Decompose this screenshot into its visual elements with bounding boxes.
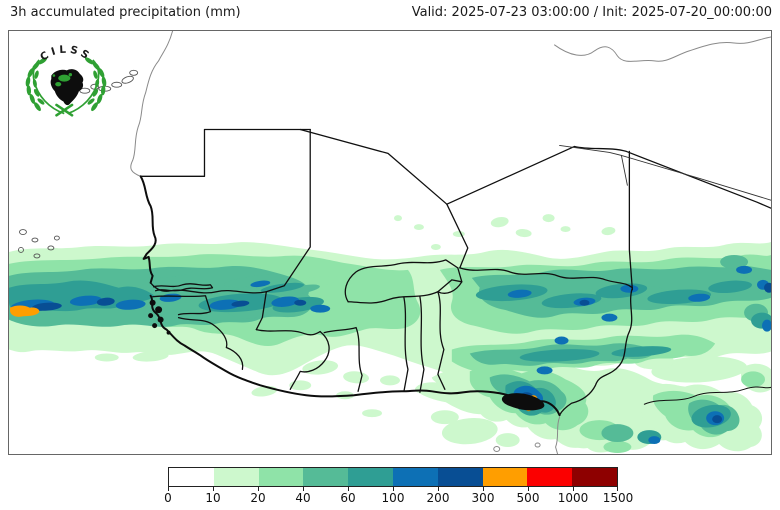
colorbar-tick-label: 60 [340, 491, 356, 505]
colorbar-tick [213, 487, 214, 491]
colorbar-tick [573, 487, 574, 491]
page-title: 3h accumulated precipitation (mm) [10, 5, 241, 20]
colorbar-tick [393, 487, 394, 491]
colorbar-tick-label: 300 [471, 491, 495, 505]
precipitation-map [9, 31, 771, 454]
colorbar-tick-label: 500 [516, 491, 540, 505]
coastal-deltas [148, 299, 545, 411]
colorbar-tick [168, 487, 169, 491]
colorbar-tick-label: 20 [250, 491, 266, 505]
colorbar-tick-label: 200 [426, 491, 450, 505]
colorbar-tick [483, 487, 484, 491]
africa-silhouette [50, 69, 84, 106]
colorbar-strip [168, 467, 618, 487]
coastline-thin [130, 31, 771, 454]
colorbar-tick [438, 487, 439, 491]
colorbar-tick-label: 40 [295, 491, 311, 505]
precip-level-100-200 [11, 265, 771, 445]
islands [18, 69, 139, 259]
colorbar-seg-500-1000 [527, 468, 573, 486]
colorbar-seg-40-60 [303, 468, 349, 486]
colorbar-tick [617, 487, 618, 491]
colorbar-tick-label: 10 [205, 491, 221, 505]
precip-level-10-20 [9, 214, 771, 453]
colorbar-seg-20-40 [258, 468, 304, 486]
colorbar: 0 10 20 40 60 100 200 300 500 1000 1500 [164, 467, 633, 505]
colorbar-seg-100-200 [392, 468, 438, 486]
colorbar-seg-1000-1500 [572, 468, 617, 486]
colorbar-tick [258, 487, 259, 491]
wreath-base [55, 103, 74, 117]
colorbar-seg-60-100 [348, 468, 393, 486]
colorbar-tick [528, 487, 529, 491]
colorbar-tick-label: 1500 [602, 491, 634, 505]
colorbar-seg-200-300 [437, 468, 483, 486]
cilss-logo: CILSS [24, 44, 108, 117]
colorbar-tick-label: 0 [164, 491, 172, 505]
colorbar-seg-300-500 [482, 468, 528, 486]
precip-level-200-300 [31, 282, 771, 424]
map-canvas: CILSS [8, 30, 772, 455]
africa-green-patches [52, 72, 73, 87]
colorbar-tick-label: 100 [381, 491, 405, 505]
country-borders [141, 128, 771, 416]
colorbar-tick [303, 487, 304, 491]
logo-text-arc: CILSS [38, 44, 94, 64]
colorbar-tick [348, 487, 349, 491]
colorbar-tick-label: 1000 [557, 491, 589, 505]
validity-label: Valid: 2025-07-23 03:00:00 / Init: 2025-… [411, 5, 772, 20]
colorbar-seg-10-20 [213, 468, 259, 486]
desert-borders [559, 145, 771, 201]
colorbar-seg-0-10 [169, 468, 214, 486]
logo-text: CILSS [38, 44, 90, 64]
